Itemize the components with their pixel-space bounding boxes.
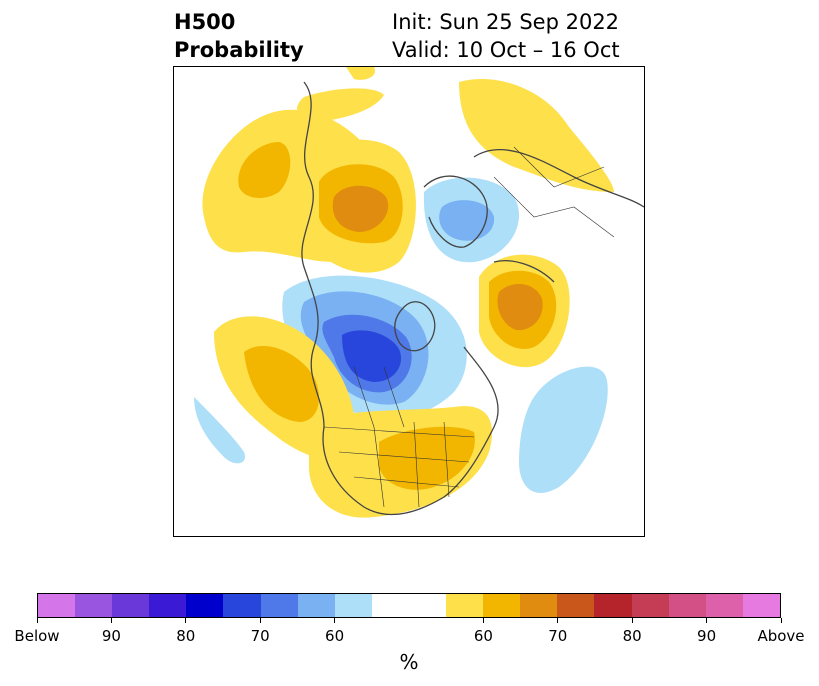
anomaly-above-atlantic-core	[497, 283, 543, 331]
map-title-variable: H500 Probability	[174, 8, 304, 64]
anomaly-above-top-left	[346, 67, 375, 80]
colorbar-tick-label: 80	[622, 627, 642, 645]
colorbar-above-swatch-5	[631, 594, 669, 617]
colorbar-tick-label: 90	[101, 627, 121, 645]
colorbar-tick-label: 60	[473, 627, 493, 645]
colorbar-tick	[259, 618, 261, 623]
colorbar-tick	[631, 618, 633, 623]
colorbar-below-swatch-3	[149, 594, 187, 617]
anomaly-below-atlantic	[519, 366, 608, 493]
colorbar-tick-label: 80	[176, 627, 196, 645]
colorbar-tick-label: 70	[250, 627, 270, 645]
colorbar-below-swatch-0	[38, 594, 76, 617]
anomaly-above-n-europe	[459, 79, 614, 192]
colorbar-tick	[706, 618, 708, 623]
colorbar-tick	[334, 618, 336, 623]
init-date: Init: Sun 25 Sep 2022	[392, 10, 620, 34]
colorbar-below-swatch-6	[260, 594, 298, 617]
political-borders	[323, 146, 615, 508]
colorbar-below-swatch-2	[112, 594, 150, 617]
anomaly-below-canada-core	[342, 330, 402, 382]
colorbar-below-swatch-5	[223, 594, 261, 617]
colorbar	[37, 593, 781, 618]
colorbar-tick	[185, 618, 187, 623]
colorbar-tick	[482, 618, 484, 623]
colorbar-tick-label: 90	[697, 627, 717, 645]
colorbar-above-swatch-7	[705, 594, 743, 617]
colorbar-above-swatch-8	[742, 594, 780, 617]
colorbar-above-swatch-3	[557, 594, 595, 617]
colorbar-tick	[780, 618, 782, 623]
map-title-dates: Init: Sun 25 Sep 2022 Valid: 10 Oct – 16…	[392, 8, 620, 64]
valid-range: Valid: 10 Oct – 16 Oct	[392, 38, 620, 62]
map-panel	[173, 66, 645, 537]
colorbar-below-swatch-4	[186, 594, 224, 617]
colorbar-above-swatch-1	[483, 594, 521, 617]
colorbar-above-swatch-6	[668, 594, 706, 617]
colorbar-tick-label: 70	[548, 627, 568, 645]
anomaly-above-siberia-core	[332, 185, 389, 232]
anomaly-below-scandinavia-core	[439, 200, 495, 241]
colorbar-tick-label: Above	[757, 627, 805, 645]
anomaly-below-pacific-sw	[194, 397, 245, 464]
anomaly-above-us-core	[379, 426, 475, 490]
colorbar-tick	[36, 618, 38, 623]
colorbar-neutral-swatch	[371, 594, 447, 617]
colorbar-tick-label: 60	[325, 627, 345, 645]
anomaly-above-ne-pacific-core	[244, 346, 319, 422]
anomaly-above-alaska	[297, 88, 384, 122]
colorbar-tick	[110, 618, 112, 623]
colorbar-tick	[557, 618, 559, 623]
colorbar-below-swatch-1	[75, 594, 113, 617]
colorbar-unit-label: %	[399, 650, 419, 674]
colorbar-below-swatch-8	[334, 594, 372, 617]
variable-label: H500	[174, 10, 236, 34]
map-svg	[194, 67, 644, 518]
product-label: Probability	[174, 38, 304, 62]
colorbar-below-swatch-7	[297, 594, 335, 617]
colorbar-above-swatch-0	[446, 594, 484, 617]
colorbar-above-swatch-2	[520, 594, 558, 617]
colorbar-above-swatch-4	[594, 594, 632, 617]
anomaly-above-nw-pacific-core	[238, 142, 291, 199]
colorbar-tick-label: Below	[14, 627, 60, 645]
